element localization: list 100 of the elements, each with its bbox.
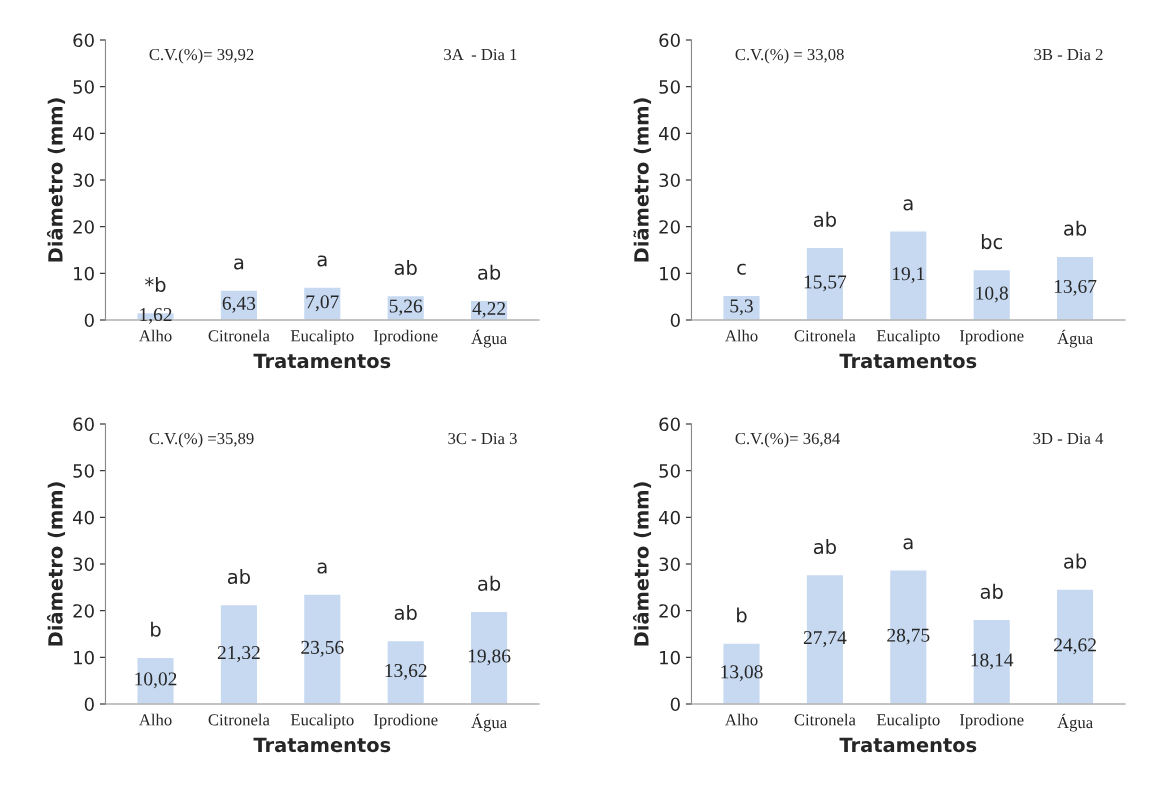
annotation: C.V.(%) =35,89 xyxy=(149,432,254,448)
data-label: 5,26 xyxy=(389,299,423,316)
data-label: 24,62 xyxy=(1054,638,1096,655)
data-label: 18,14 xyxy=(971,653,1014,670)
y-tick-label: 20 xyxy=(659,220,680,234)
data-label: 10,8 xyxy=(976,286,1008,303)
annotation: 3A - Dia 1 xyxy=(444,48,517,61)
bar xyxy=(1055,588,1095,704)
x-tick-label: Água xyxy=(471,713,507,732)
x-tick-label: Iprodione xyxy=(373,329,438,345)
bar xyxy=(805,573,845,704)
annotation: a xyxy=(234,258,244,270)
y-tick-label: 40 xyxy=(658,510,680,525)
annotation: ab xyxy=(813,539,836,555)
annotation: C.V.(%)= 39,92 xyxy=(149,48,254,64)
y-tick-label: 40 xyxy=(72,126,94,141)
annotation: a xyxy=(903,538,913,550)
bar xyxy=(972,618,1012,704)
bar xyxy=(469,610,509,704)
x-tick-label: Citronela xyxy=(794,713,856,726)
annotation: bc xyxy=(981,234,1002,250)
data-label: 19,1 xyxy=(893,267,925,284)
data-label: 10,02 xyxy=(135,672,177,689)
y-tick-label: 10 xyxy=(74,266,94,281)
x-tick-label: Iprodione xyxy=(373,713,438,729)
x-tick-label: Água xyxy=(1057,329,1093,348)
annotation: 3B - Dia 2 xyxy=(1034,48,1103,61)
y-tick-label: 30 xyxy=(659,557,680,572)
y-tick-label: 40 xyxy=(72,510,94,525)
annotation: a xyxy=(317,562,327,574)
data-label: 28,75 xyxy=(887,628,930,645)
y-tick-label: 60 xyxy=(73,417,94,432)
y-tick-label: 20 xyxy=(73,604,94,618)
bar xyxy=(972,268,1012,320)
y-tick-label: 30 xyxy=(73,557,94,572)
data-label: 13,67 xyxy=(1054,279,1097,296)
annotation: ab xyxy=(227,569,250,585)
y-tick-label: 0 xyxy=(84,697,94,712)
y-tick-label: 50 xyxy=(659,80,680,94)
data-label: 6,43 xyxy=(222,296,256,313)
y-tick-label: 10 xyxy=(660,266,680,281)
y-tick-label: 40 xyxy=(658,126,680,141)
bar xyxy=(1055,255,1095,320)
bar xyxy=(386,639,426,704)
y-axis-title: Diâmetro (mm) xyxy=(46,482,66,646)
y-tick-label: 0 xyxy=(670,313,680,328)
data-label: 5,3 xyxy=(730,299,753,316)
x-tick-label: Alho xyxy=(139,329,172,342)
x-tick-label: Água xyxy=(471,329,507,348)
x-axis-title: Tratamentos xyxy=(253,353,391,369)
x-tick-label: Eucalipto xyxy=(290,329,354,345)
x-tick-label: Alho xyxy=(725,329,758,342)
annotation: b xyxy=(151,621,161,637)
y-axis-title: Diâmetro (mm) xyxy=(632,482,652,646)
y-tick-label: 10 xyxy=(660,650,680,665)
x-tick-label: Eucalipto xyxy=(876,329,940,345)
y-tick-label: 10 xyxy=(74,650,94,665)
annotation: ab xyxy=(1064,220,1087,236)
data-label: 23,56 xyxy=(301,640,344,657)
y-tick-label: 60 xyxy=(73,33,94,48)
bar xyxy=(219,603,259,704)
x-tick-label: Alho xyxy=(139,713,172,726)
x-axis-title: Tratamentos xyxy=(253,737,391,753)
annotation: 3C - Dia 3 xyxy=(448,432,517,445)
bar xyxy=(302,593,342,704)
annotation: a xyxy=(317,255,327,267)
data-label: 7,07 xyxy=(306,295,339,312)
data-label: 21,32 xyxy=(217,646,260,662)
x-tick-label: Alho xyxy=(725,713,758,726)
data-label: 15,57 xyxy=(804,275,847,292)
annotation: ab xyxy=(478,575,501,591)
annotation: C.V.(%) = 33,08 xyxy=(735,48,844,64)
annotation: c xyxy=(737,263,746,275)
x-tick-label: Citronela xyxy=(794,329,856,342)
y-tick-label: 20 xyxy=(659,604,680,618)
data-label: 19,86 xyxy=(468,649,511,666)
y-tick-label: 20 xyxy=(73,220,94,234)
annotation: ab xyxy=(394,604,417,621)
x-tick-label: Iprodione xyxy=(959,329,1024,345)
annotation: a xyxy=(903,199,913,211)
x-tick-label: Eucalipto xyxy=(290,713,354,729)
y-axis-title: Diãmetro (mm) xyxy=(633,98,652,262)
data-label: 4,22 xyxy=(472,301,506,318)
annotation: ab xyxy=(394,259,417,276)
x-tick-label: Citronela xyxy=(208,713,270,726)
bar xyxy=(888,230,928,320)
y-tick-label: 50 xyxy=(73,464,94,478)
annotation: *b xyxy=(145,276,166,293)
y-axis-title: Diâmetro (mm) xyxy=(46,98,66,262)
annotation: b xyxy=(737,607,747,623)
annotation: ab xyxy=(813,211,836,227)
y-tick-label: 30 xyxy=(73,173,94,188)
x-axis-title: Tratamentos xyxy=(839,737,977,753)
y-tick-label: 50 xyxy=(659,464,680,478)
annotation: ab xyxy=(980,583,1003,599)
bar xyxy=(136,656,175,704)
y-tick-label: 0 xyxy=(670,697,680,712)
annotation: 3D - Dia 4 xyxy=(1033,432,1104,445)
annotation: C.V.(%)= 36,84 xyxy=(735,432,840,448)
annotation: ab xyxy=(478,264,501,280)
